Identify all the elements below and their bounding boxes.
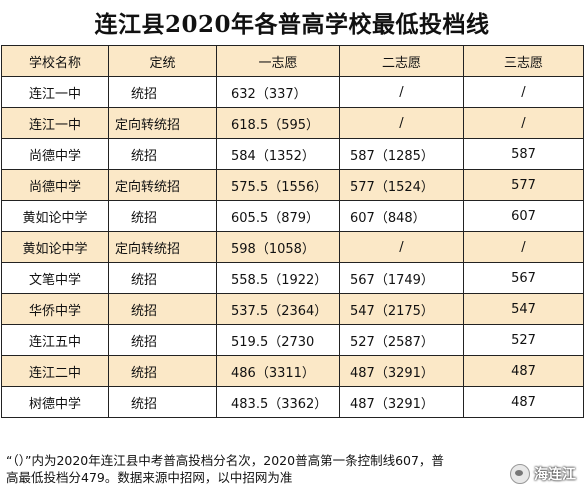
school-name-cell: 黄如论中学 — [1, 200, 109, 232]
third-choice-cell: 527 — [463, 324, 584, 356]
second-choice-cell: / — [339, 76, 464, 108]
admission-type-cell: 统招 — [108, 200, 217, 232]
table-row: 连江二中 统招 486（3311） 487（3291） 487 — [1, 355, 584, 387]
third-choice-cell: 587 — [463, 138, 584, 170]
admission-type-cell: 统招 — [108, 324, 217, 356]
table-row: 尚德中学 定向转统招 575.5（1556） 577（1524） 577 — [1, 169, 584, 201]
header-school: 学校名称 — [1, 45, 109, 77]
first-choice-cell: 537.5（2364） — [216, 293, 340, 325]
second-choice-cell: 527（2587） — [339, 324, 464, 356]
second-choice-cell: 607（848） — [339, 200, 464, 232]
admission-type-cell: 统招 — [108, 262, 217, 294]
table-row: 黄如论中学 统招 605.5（879） 607（848） 607 — [1, 200, 584, 232]
school-name-cell: 华侨中学 — [1, 293, 109, 325]
third-choice-cell: 487 — [463, 355, 584, 387]
first-choice-cell: 483.5（3362） — [216, 386, 340, 418]
table-row: 华侨中学 统招 537.5（2364） 547（2175） 547 — [1, 293, 584, 325]
table-row: 树德中学 统招 483.5（3362） 487（3291） 487 — [1, 386, 584, 418]
footnote: “（）”内为2020年连江县中考普高投档分名次，2020普高第一条控制线607，… — [0, 447, 584, 497]
first-choice-cell: 605.5（879） — [216, 200, 340, 232]
school-name-cell: 连江五中 — [1, 324, 109, 356]
admission-type-cell: 统招 — [108, 386, 217, 418]
watermark-text: 海连江 — [534, 467, 576, 483]
second-choice-cell: 577（1524） — [339, 169, 464, 201]
footnote-line-2: 高最低投档分479。数据来源中招网，以中招网为准 — [6, 470, 293, 485]
first-choice-cell: 584（1352） — [216, 138, 340, 170]
footnote-line-1: “（）”内为2020年连江县中考普高投档分名次，2020普高第一条控制线607，… — [6, 453, 444, 468]
first-choice-cell: 575.5（1556） — [216, 169, 340, 201]
wechat-account-icon — [510, 464, 530, 484]
first-choice-cell: 519.5（2730 — [216, 324, 340, 356]
second-choice-cell: 547（2175） — [339, 293, 464, 325]
admission-type-cell: 定向转统招 — [108, 231, 217, 263]
first-choice-cell: 558.5（1922） — [216, 262, 340, 294]
school-name-cell: 连江一中 — [1, 76, 109, 108]
school-name-cell: 树德中学 — [1, 386, 109, 418]
page-title: 连江县2020年各普高学校最低投档线 — [94, 11, 490, 38]
table-row: 文笔中学 统招 558.5（1922） 567（1749） 567 — [1, 262, 584, 294]
third-choice-cell: / — [463, 76, 584, 108]
first-choice-cell: 632（337） — [216, 76, 340, 108]
first-choice-cell: 598（1058） — [216, 231, 340, 263]
second-choice-cell: 487（3291） — [339, 355, 464, 387]
table-row: 尚德中学 统招 584（1352） 587（1285） 587 — [1, 138, 584, 170]
second-choice-cell: / — [339, 231, 464, 263]
first-choice-cell: 486（3311） — [216, 355, 340, 387]
admission-type-cell: 统招 — [108, 293, 217, 325]
school-name-cell: 连江二中 — [1, 355, 109, 387]
admission-type-cell: 定向转统招 — [108, 169, 217, 201]
school-name-cell: 连江一中 — [1, 107, 109, 139]
header-type: 定统 — [108, 45, 217, 77]
third-choice-cell: 577 — [463, 169, 584, 201]
school-name-cell: 文笔中学 — [1, 262, 109, 294]
third-choice-cell: / — [463, 107, 584, 139]
school-name-cell: 尚德中学 — [1, 138, 109, 170]
table-row: 连江五中 统招 519.5（2730 527（2587） 527 — [1, 324, 584, 356]
second-choice-cell: 567（1749） — [339, 262, 464, 294]
third-choice-cell: 487 — [463, 386, 584, 418]
table-header-row: 学校名称 定统 一志愿 二志愿 三志愿 — [1, 45, 584, 77]
second-choice-cell: 487（3291） — [339, 386, 464, 418]
header-second-choice: 二志愿 — [339, 45, 464, 77]
second-choice-cell: 587（1285） — [339, 138, 464, 170]
school-name-cell: 尚德中学 — [1, 169, 109, 201]
watermark: 海连江 — [510, 464, 576, 484]
third-choice-cell: 567 — [463, 262, 584, 294]
header-third-choice: 三志愿 — [463, 45, 584, 77]
table-row: 黄如论中学 定向转统招 598（1058） / / — [1, 231, 584, 263]
school-name-cell: 黄如论中学 — [1, 231, 109, 263]
admission-type-cell: 统招 — [108, 355, 217, 387]
score-table: 学校名称 定统 一志愿 二志愿 三志愿 连江一中 统招 632（337） / / 连江一中… — [1, 45, 584, 418]
first-choice-cell: 618.5（595） — [216, 107, 340, 139]
table-row: 连江一中 定向转统招 618.5（595） / / — [1, 107, 584, 139]
header-first-choice: 一志愿 — [216, 45, 340, 77]
table-row: 连江一中 统招 632（337） / / — [1, 76, 584, 108]
second-choice-cell: / — [339, 107, 464, 139]
admission-type-cell: 定向转统招 — [108, 107, 217, 139]
third-choice-cell: 607 — [463, 200, 584, 232]
admission-type-cell: 统招 — [108, 138, 217, 170]
third-choice-cell: 547 — [463, 293, 584, 325]
third-choice-cell: / — [463, 231, 584, 263]
admission-type-cell: 统招 — [108, 76, 217, 108]
